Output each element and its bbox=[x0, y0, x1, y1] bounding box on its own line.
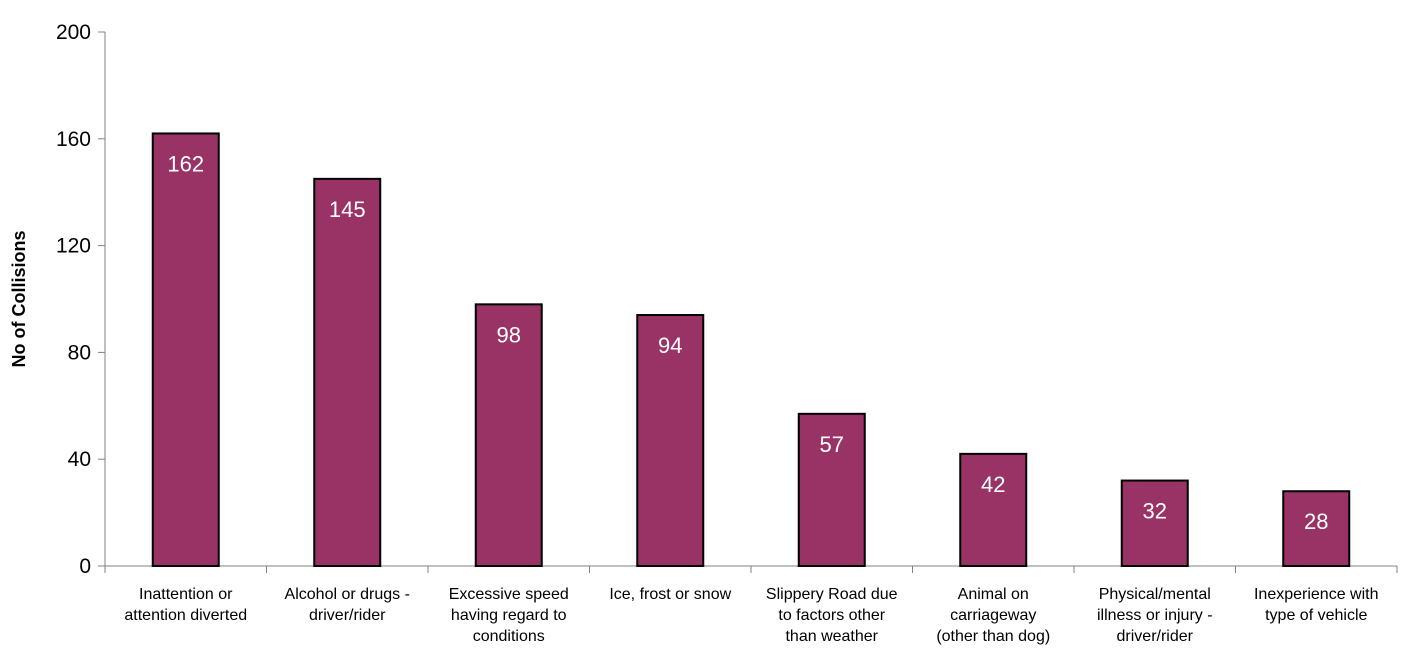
data-label: 162 bbox=[167, 151, 204, 176]
y-tick-label: 120 bbox=[56, 235, 91, 258]
category-label-line: Alcohol or drugs - bbox=[285, 586, 410, 603]
bar bbox=[1282, 490, 1351, 567]
y-tick-label: 40 bbox=[68, 448, 91, 471]
data-label: 94 bbox=[658, 333, 682, 358]
category-label-line: than weather bbox=[785, 628, 878, 645]
category-label-line: type of vehicle bbox=[1265, 607, 1367, 624]
category-label-line: Inexperience with bbox=[1254, 586, 1379, 603]
data-label: 32 bbox=[1143, 499, 1167, 524]
y-axis-ticks: 0 40 80 120 160 200 bbox=[56, 21, 105, 578]
axes bbox=[104, 32, 1398, 573]
category-label: Alcohol or drugs - driver/rider bbox=[285, 586, 410, 624]
category-label-line: illness or injury - bbox=[1097, 607, 1213, 624]
category-label-line: Physical/mental bbox=[1099, 586, 1211, 603]
category-label: Animal on carriageway (other than dog) bbox=[936, 586, 1050, 645]
bar bbox=[313, 177, 382, 567]
x-axis-categories: Inattention or attention diverted Alcohol … bbox=[124, 586, 1378, 645]
category-label-line: attention diverted bbox=[124, 607, 247, 624]
data-labels: 162 145 98 94 57 42 32 28 bbox=[167, 151, 1328, 534]
category-label-line: Excessive speed bbox=[449, 586, 569, 603]
y-tick-label: 80 bbox=[68, 341, 91, 364]
bar bbox=[474, 303, 543, 567]
bar bbox=[797, 412, 866, 567]
bar bbox=[959, 452, 1028, 567]
data-label: 145 bbox=[329, 197, 366, 222]
category-label-line: Animal on bbox=[958, 586, 1029, 603]
category-label: Physical/mental illness or injury - driver… bbox=[1097, 586, 1213, 645]
data-label: 42 bbox=[981, 472, 1005, 497]
category-label-line: carriageway bbox=[950, 607, 1036, 624]
y-tick-label: 200 bbox=[56, 21, 91, 44]
category-label: Inattention or attention diverted bbox=[124, 586, 247, 624]
bars bbox=[151, 132, 1351, 568]
data-label: 57 bbox=[820, 432, 844, 457]
category-label-line: to factors other bbox=[778, 607, 885, 624]
bar bbox=[151, 132, 220, 568]
category-label: Ice, frost or snow bbox=[609, 586, 731, 603]
category-label-line: driver/rider bbox=[1117, 628, 1194, 645]
category-label-line: Ice, frost or snow bbox=[609, 586, 731, 603]
category-label-line: Inattention or bbox=[139, 586, 233, 603]
category-label-line: conditions bbox=[473, 628, 545, 645]
data-label: 98 bbox=[497, 322, 521, 347]
category-label: Excessive speed having regard to condition… bbox=[449, 586, 569, 645]
bar bbox=[1120, 479, 1189, 567]
category-label-line: (other than dog) bbox=[936, 628, 1050, 645]
bar bbox=[636, 314, 705, 567]
category-label-line: Slippery Road due bbox=[766, 586, 898, 603]
y-tick-label: 160 bbox=[56, 128, 91, 151]
data-label: 28 bbox=[1304, 509, 1328, 534]
y-tick-label: 0 bbox=[79, 555, 91, 578]
category-label: Inexperience with type of vehicle bbox=[1254, 586, 1379, 624]
category-label: Slippery Road due to factors other than we… bbox=[766, 586, 898, 645]
y-axis-title: No of Collisions bbox=[9, 231, 29, 368]
category-label-line: having regard to bbox=[451, 607, 567, 624]
category-label-line: driver/rider bbox=[309, 607, 386, 624]
